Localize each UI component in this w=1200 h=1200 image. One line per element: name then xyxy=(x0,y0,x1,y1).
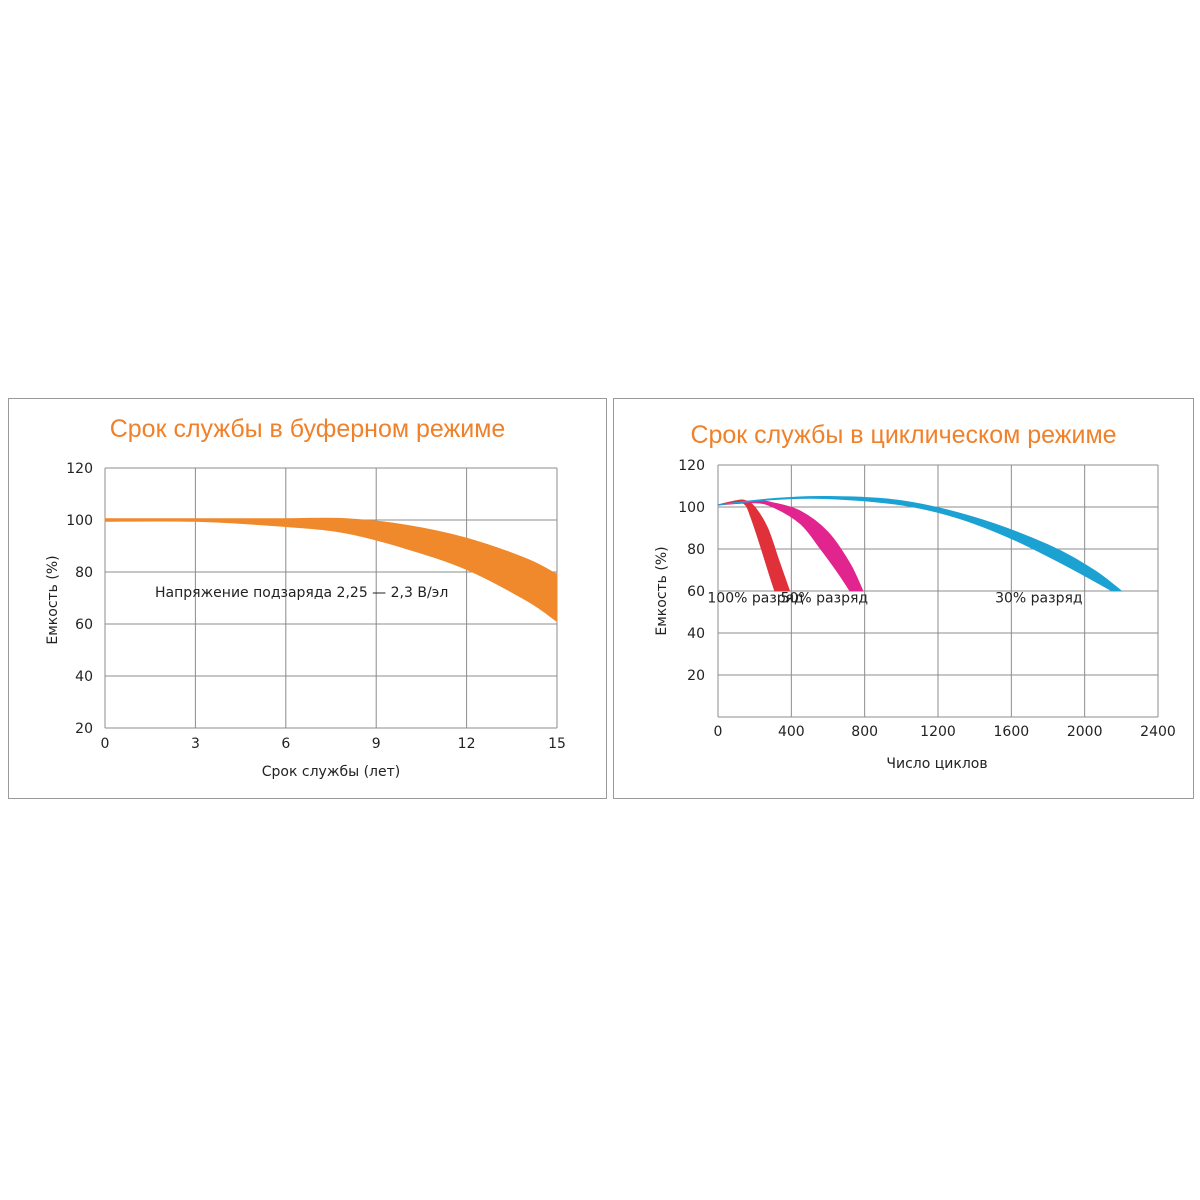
y-axis-label: Емкость (%) xyxy=(45,555,61,644)
float-service-life-chart: 20 40 60 80 100 120 0 3 6 9 12 15 Срок службы (лет) Е… xyxy=(45,461,566,780)
x-tick-label: 6 xyxy=(281,736,290,752)
x-axis-label: Срок службы (лет) xyxy=(262,764,400,780)
y-axis-label: Емкость (%) xyxy=(654,546,670,635)
y-tick-label: 60 xyxy=(687,584,705,600)
chart-annotation: Напряжение подзаряда 2,25 — 2,3 В/эл xyxy=(155,585,448,601)
y-tick-label: 120 xyxy=(678,458,705,474)
x-tick-label: 2400 xyxy=(1140,724,1176,740)
y-tick-label: 100 xyxy=(66,513,93,529)
chart-title: Срок службы в буферном режиме xyxy=(109,415,506,443)
x-tick-label: 800 xyxy=(851,724,878,740)
y-tick-label: 80 xyxy=(687,542,705,558)
x-tick-label: 15 xyxy=(548,736,566,752)
x-axis-label: Число циклов xyxy=(886,756,987,772)
y-tick-label: 20 xyxy=(75,721,93,737)
y-tick-label: 60 xyxy=(75,617,93,633)
series-label: 100% разряд xyxy=(707,590,803,606)
series-label: 50% разряд xyxy=(781,590,868,606)
y-tick-label: 20 xyxy=(687,668,705,684)
y-tick-label: 120 xyxy=(66,461,93,477)
chart-panel-float-service-life: Срок службы в буферном режиме 20 40 60 80 10… xyxy=(8,398,607,799)
x-tick-label: 400 xyxy=(778,724,805,740)
band-30pct xyxy=(717,495,1123,592)
x-tick-label: 0 xyxy=(714,724,723,740)
chart-panel-cyclic-service-life: Срок службы в циклическом режиме 20 40 60 8… xyxy=(613,398,1194,799)
x-tick-label: 0 xyxy=(101,736,110,752)
chart-title: Срок службы в циклическом режиме xyxy=(690,421,1117,449)
series-label: 30% разряд xyxy=(995,590,1082,606)
band-50pct xyxy=(717,500,864,592)
x-tick-label: 2000 xyxy=(1067,724,1103,740)
x-tick-label: 1200 xyxy=(920,724,956,740)
x-tick-label: 9 xyxy=(372,736,381,752)
x-tick-label: 3 xyxy=(191,736,200,752)
x-tick-label: 12 xyxy=(458,736,476,752)
y-tick-label: 100 xyxy=(678,500,705,516)
capacity-band xyxy=(104,517,558,623)
y-tick-label: 40 xyxy=(75,669,93,685)
band-100pct xyxy=(717,499,791,592)
y-tick-label: 80 xyxy=(75,565,93,581)
x-tick-label: 1600 xyxy=(994,724,1030,740)
y-tick-label: 40 xyxy=(687,626,705,642)
